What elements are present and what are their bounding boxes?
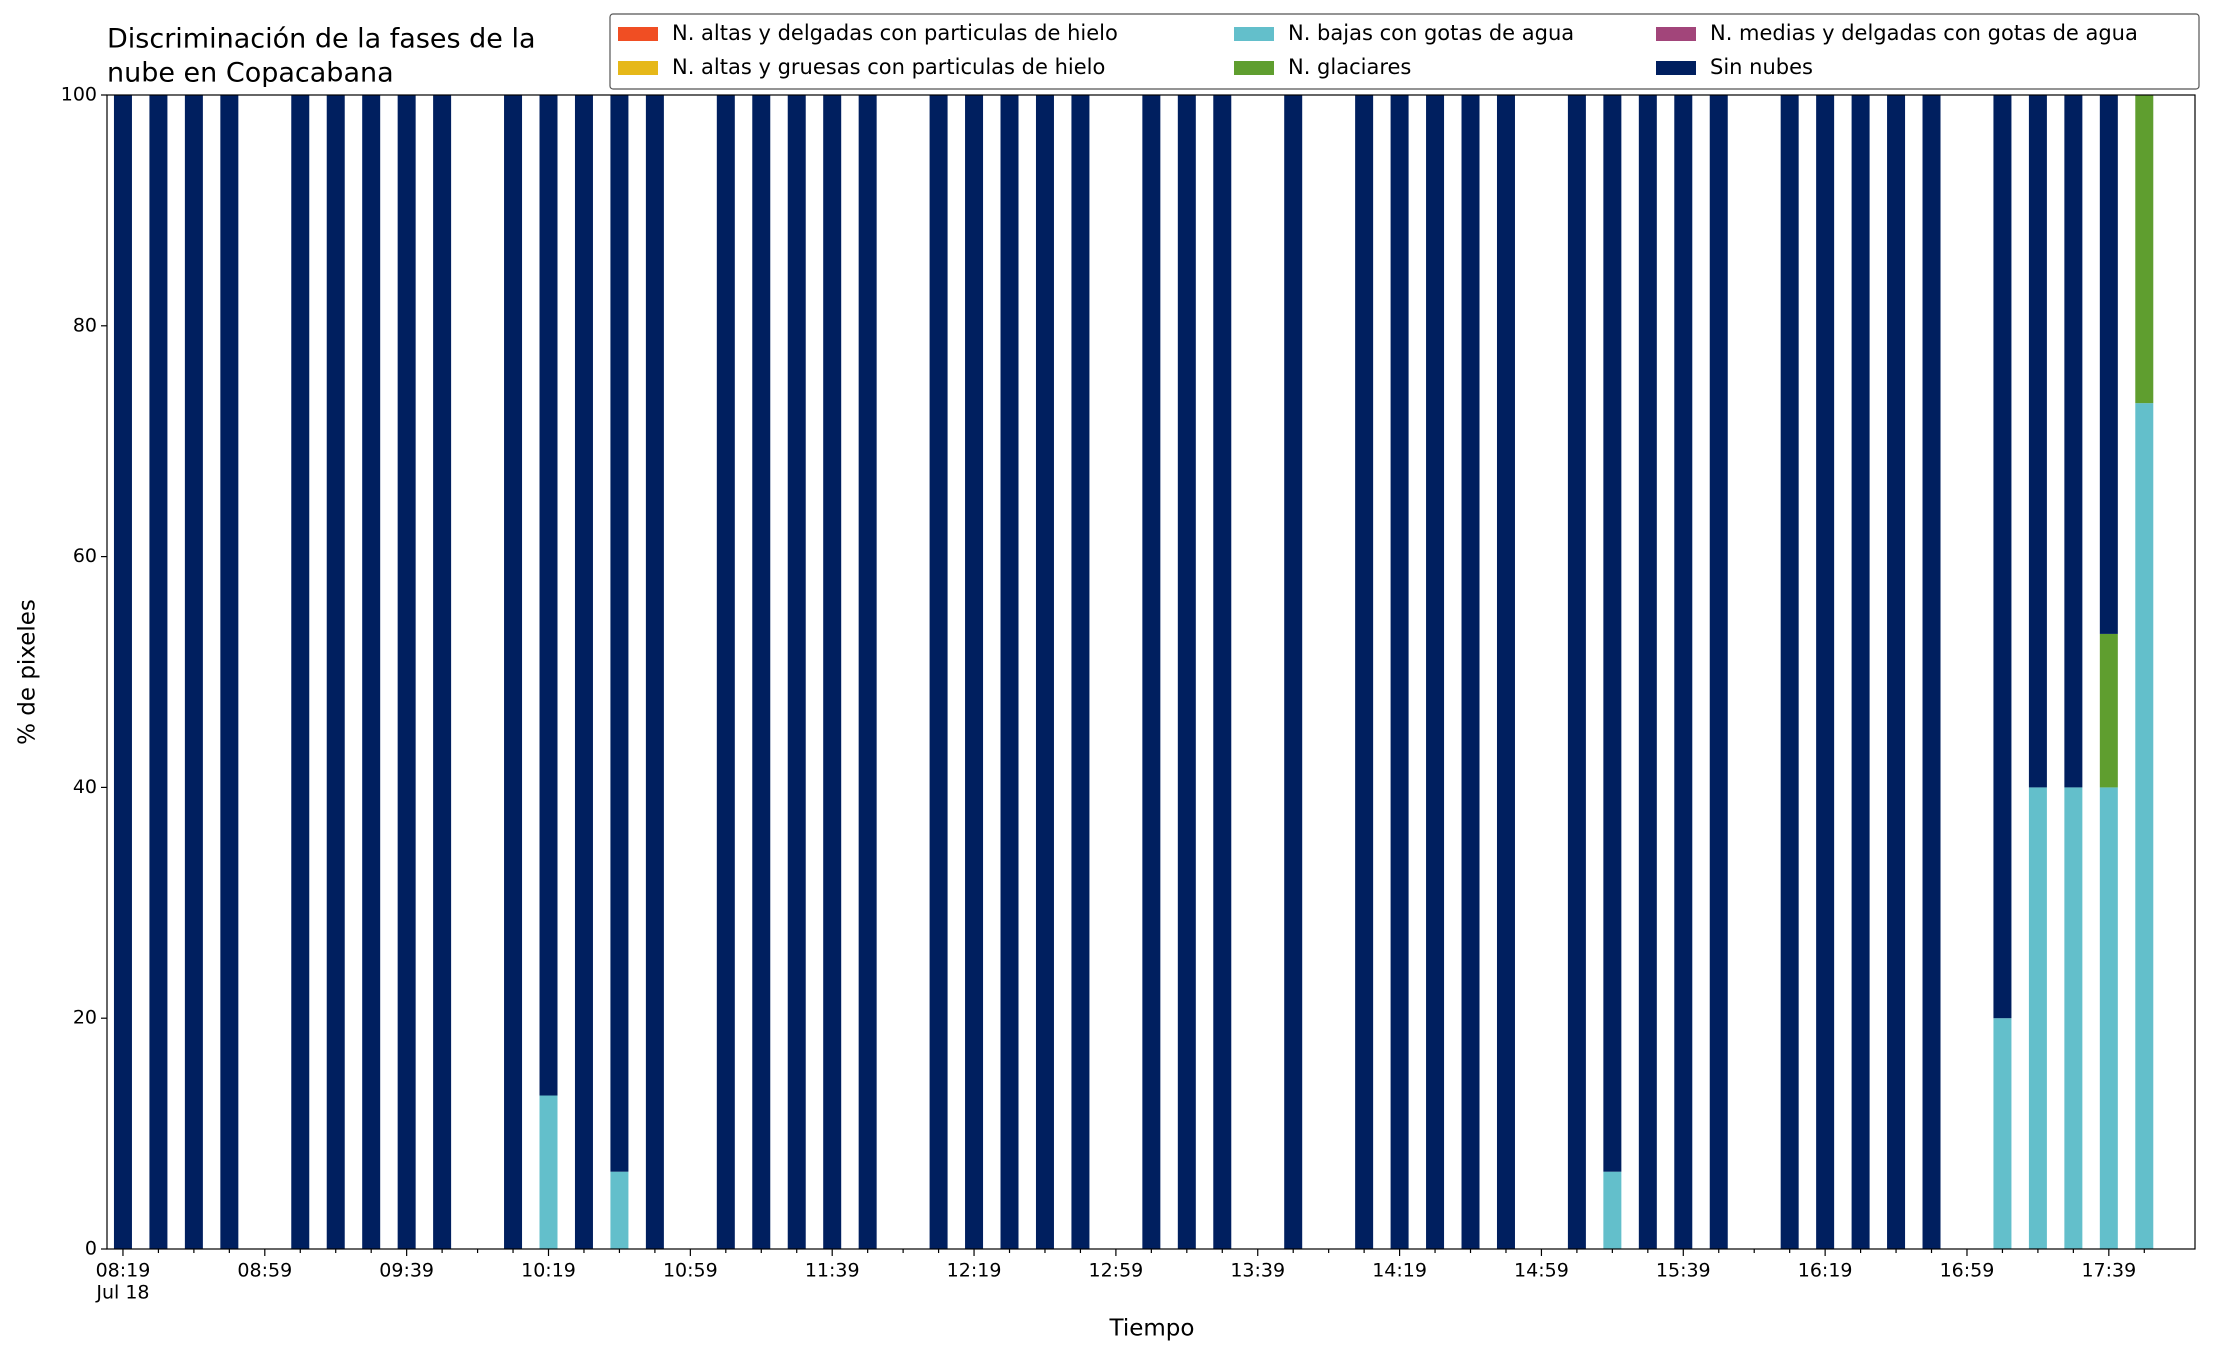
bar-segment <box>291 95 310 1249</box>
bar-segment <box>574 95 593 1249</box>
bar-segment <box>149 95 168 1249</box>
bar-segment <box>2028 787 2047 1249</box>
legend-label: N. glaciares <box>1288 55 1411 79</box>
bar-segment <box>1177 95 1196 1249</box>
bar-segment <box>1780 95 1799 1249</box>
bar-segment <box>787 95 806 1249</box>
x-tick-label: 08:19 <box>96 1260 151 1282</box>
y-tick-label: 40 <box>73 776 97 798</box>
bar-segment <box>1035 95 1054 1249</box>
bar-segment <box>1674 95 1693 1249</box>
bar-segment <box>1567 95 1586 1249</box>
plot-frame <box>106 94 2196 1250</box>
bar-segment <box>1284 95 1303 1249</box>
bar-segment <box>1390 95 1409 1249</box>
bar-segment <box>2099 95 2118 634</box>
bar-segment <box>1355 95 1374 1249</box>
y-tick-label: 60 <box>73 545 97 567</box>
bar-segment <box>113 95 132 1249</box>
x-tick-label: 11:39 <box>805 1260 860 1282</box>
bar-segment <box>716 95 735 1249</box>
bar-segment <box>1709 95 1728 1249</box>
bar-segment <box>1887 95 1906 1249</box>
bar-segment <box>2099 633 2118 788</box>
bar-segment <box>433 95 452 1249</box>
x-tick-label: 13:39 <box>1230 1260 1285 1282</box>
bar-segment <box>1851 95 1870 1249</box>
x-sublabel: Jul 18 <box>95 1282 149 1304</box>
bar-segment <box>610 95 629 1172</box>
bar-segment <box>1213 95 1232 1249</box>
bar-segment <box>1993 1018 2012 1249</box>
x-tick-label: 16:59 <box>1940 1260 1995 1282</box>
legend-swatch <box>1656 61 1696 75</box>
bar-segment <box>752 95 771 1249</box>
bar-segment <box>504 95 523 1249</box>
bar-segment <box>823 95 842 1249</box>
legend-label: N. medias y delgadas con gotas de agua <box>1710 21 2138 45</box>
bar-segment <box>362 95 381 1249</box>
bar-segment <box>1922 95 1941 1249</box>
bar-segment <box>610 1171 629 1249</box>
bar-segment <box>1496 95 1515 1249</box>
bar-segment <box>539 1095 558 1249</box>
bar-segment <box>220 95 239 1249</box>
chart-title: Discriminación de la fases de la <box>107 24 536 55</box>
x-tick-label: 12:59 <box>1089 1260 1144 1282</box>
legend-label: Sin nubes <box>1710 55 1813 79</box>
bar-segment <box>184 95 203 1249</box>
x-tick-label: 09:39 <box>379 1260 434 1282</box>
bar-segment <box>2064 787 2083 1249</box>
bar-segment <box>539 95 558 1096</box>
x-tick-label: 16:19 <box>1798 1260 1853 1282</box>
x-tick-label: 08:59 <box>237 1260 292 1282</box>
bar-segment <box>1603 95 1622 1172</box>
legend-swatch <box>618 61 658 75</box>
bar-segment <box>397 95 416 1249</box>
legend-box <box>609 13 2200 90</box>
bar-segment <box>1142 95 1161 1249</box>
bar-segment <box>1638 95 1657 1249</box>
bar-segment <box>2064 95 2083 788</box>
y-tick-label: 100 <box>61 84 97 106</box>
legend-label: N. bajas con gotas de agua <box>1288 21 1574 45</box>
x-tick-label: 10:19 <box>521 1260 576 1282</box>
bar-segment <box>929 95 948 1249</box>
legend-label: N. altas y gruesas con particulas de hie… <box>672 55 1105 79</box>
x-tick-label: 10:59 <box>663 1260 718 1282</box>
y-tick-label: 80 <box>73 314 97 336</box>
bar-segment <box>858 95 877 1249</box>
bar-segment <box>1816 95 1835 1249</box>
x-tick-label: 12:19 <box>947 1260 1002 1282</box>
bar-segment <box>2099 787 2118 1249</box>
legend-swatch <box>618 27 658 41</box>
bar-segment <box>1993 95 2012 1019</box>
bar-segment <box>326 95 345 1249</box>
x-tick-label: 14:59 <box>1514 1260 1569 1282</box>
y-tick-label: 0 <box>85 1238 97 1260</box>
bar-segment <box>2135 95 2154 404</box>
x-axis-label: Tiempo <box>1109 1316 1195 1342</box>
legend-swatch <box>1656 27 1696 41</box>
chart-title: nube en Copacabana <box>107 58 394 89</box>
y-tick-label: 20 <box>73 1007 97 1029</box>
bar-segment <box>2135 403 2154 1249</box>
x-tick-label: 14:19 <box>1372 1260 1427 1282</box>
x-tick-label: 15:39 <box>1656 1260 1711 1282</box>
legend-swatch <box>1234 61 1274 75</box>
bar-segment <box>965 95 984 1249</box>
bar-segment <box>1603 1171 1622 1249</box>
y-axis-label: % de pixeles <box>15 599 41 745</box>
bar-segment <box>1461 95 1480 1249</box>
bar-segment <box>2028 95 2047 788</box>
bar-segment <box>1071 95 1090 1249</box>
legend-label: N. altas y delgadas con particulas de hi… <box>672 21 1118 45</box>
legend-swatch <box>1234 27 1274 41</box>
x-tick-label: 17:39 <box>2081 1260 2136 1282</box>
bar-segment <box>1426 95 1445 1249</box>
bar-segment <box>1000 95 1019 1249</box>
bar-segment <box>645 95 664 1249</box>
